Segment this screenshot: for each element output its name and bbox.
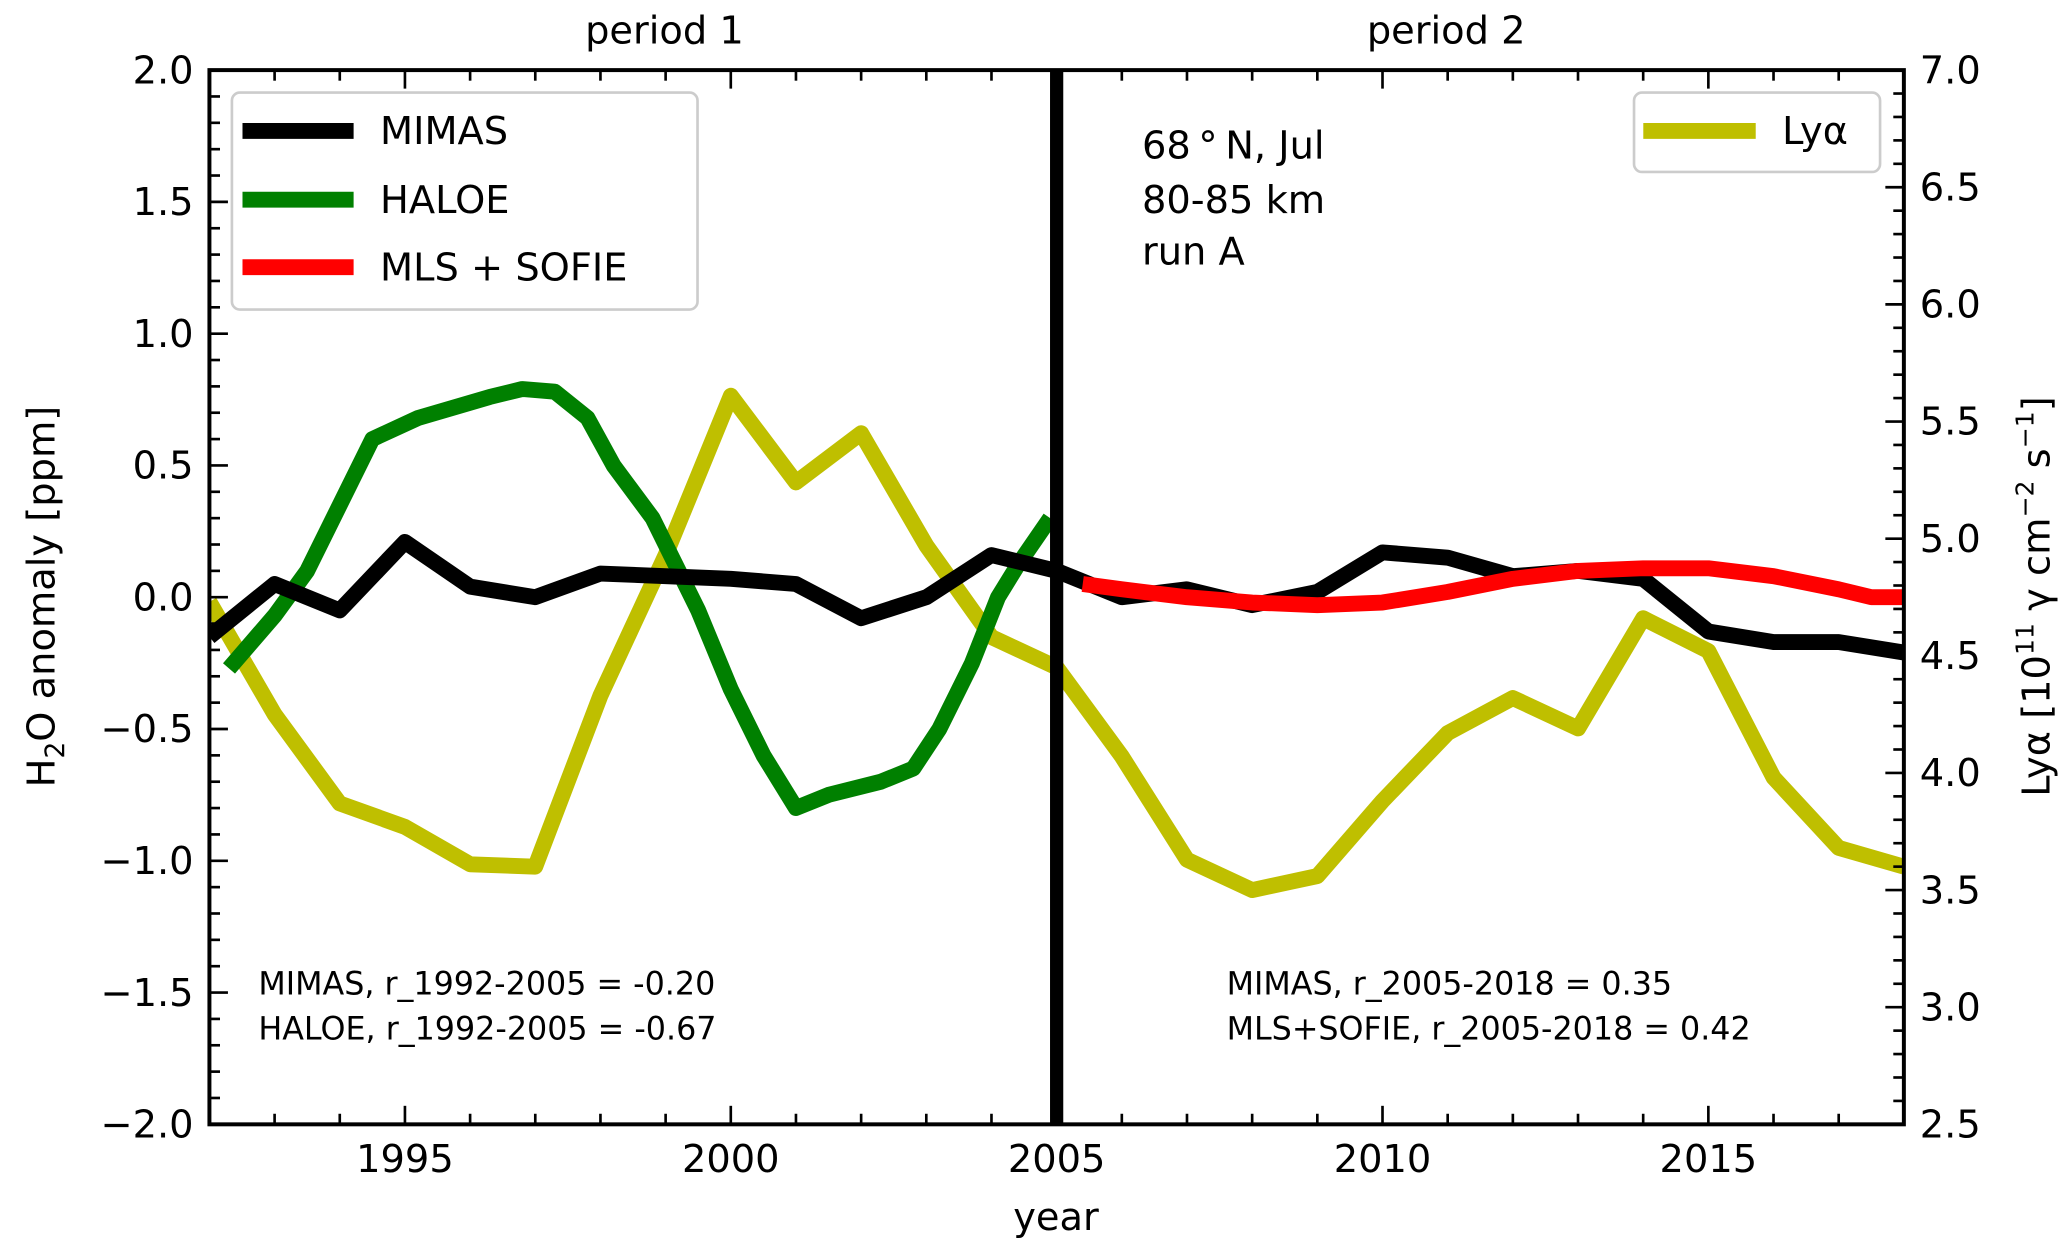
y-right-tick-label: 6.0: [1920, 283, 1981, 328]
annotation-mimas-period2: MIMAS, r_2005-2018 = 0.35: [1227, 967, 1672, 1003]
legend-right-frame: [1632, 91, 1882, 174]
x-tick-label: 2000: [682, 1137, 780, 1182]
y-right-tick-label: 4.5: [1920, 634, 1981, 679]
legend-left: MIMAS HALOE MLS + SOFIE: [230, 91, 699, 311]
info-altitude: 80-85 km: [1142, 178, 1325, 223]
y-left-tick-label: 1.0: [133, 312, 194, 357]
legend-label-lya: Lyα: [1782, 109, 1848, 154]
y-right-tick-label: 3.0: [1920, 985, 1981, 1030]
annotation-mls-sofie-period2: MLS+SOFIE, r_2005-2018 = 0.42: [1227, 1012, 1751, 1048]
legend-label-mls-sofie: MLS + SOFIE: [380, 245, 627, 290]
x-tick-label: 1995: [356, 1137, 454, 1182]
y-left-tick-label: 0.0: [133, 575, 194, 620]
y-left-tick-label: −1.5: [100, 971, 193, 1016]
y-axis-left-label: H2O anomaly [ppm]: [20, 406, 71, 788]
y-axis-right-label: Lyα [1011 γ cm−2 s−1]: [2010, 396, 2059, 796]
y-left-tick-label: −2.0: [100, 1103, 193, 1148]
y-right-tick-label: 5.5: [1920, 400, 1981, 445]
y-right-tick-label: 3.5: [1920, 868, 1981, 913]
series-line-mls-sofie: [1081, 560, 1904, 614]
annotation-haloe-period1: HALOE, r_1992-2005 = -0.67: [258, 1012, 716, 1048]
y-right-tick-label: 6.5: [1920, 165, 1981, 210]
y-left-tick-label: 0.5: [133, 444, 194, 489]
x-tick-label: 2010: [1334, 1137, 1432, 1182]
x-axis-label: year: [1013, 1195, 1099, 1240]
legend-right: Lyα: [1632, 91, 1882, 174]
series-line-haloe: [222, 381, 1057, 817]
legend-left-frame: [230, 91, 699, 311]
y-right-tick-label: 2.5: [1920, 1103, 1981, 1148]
legend-label-mimas: MIMAS: [380, 109, 508, 154]
period-2-label: period 2: [1367, 9, 1526, 54]
y-right-tick-label: 4.0: [1920, 751, 1981, 796]
y-left-tick-label: −1.0: [100, 839, 193, 884]
legend-label-haloe: HALOE: [380, 178, 509, 223]
x-tick-label: 2015: [1660, 1137, 1758, 1182]
y-left-tick-label: 1.5: [133, 180, 194, 225]
x-tick-label: 2005: [1008, 1137, 1106, 1182]
annotation-mimas-period1: MIMAS, r_1992-2005 = -0.20: [258, 967, 715, 1003]
info-run: run A: [1142, 230, 1245, 275]
y-left-tick-label: −0.5: [100, 707, 193, 752]
y-right-tick-label: 5.0: [1920, 517, 1981, 562]
period-1-label: period 1: [585, 9, 744, 54]
info-location: 68 ° N, Jul: [1142, 124, 1325, 169]
y-right-tick-label: 7.0: [1920, 48, 1981, 93]
plot-area: 1995 2000 2005 2010 2015 2.0 1.5 1.0 0.5 0.0 −0.5 −…: [100, 48, 1980, 1182]
y-left-tick-label: 2.0: [133, 48, 194, 93]
